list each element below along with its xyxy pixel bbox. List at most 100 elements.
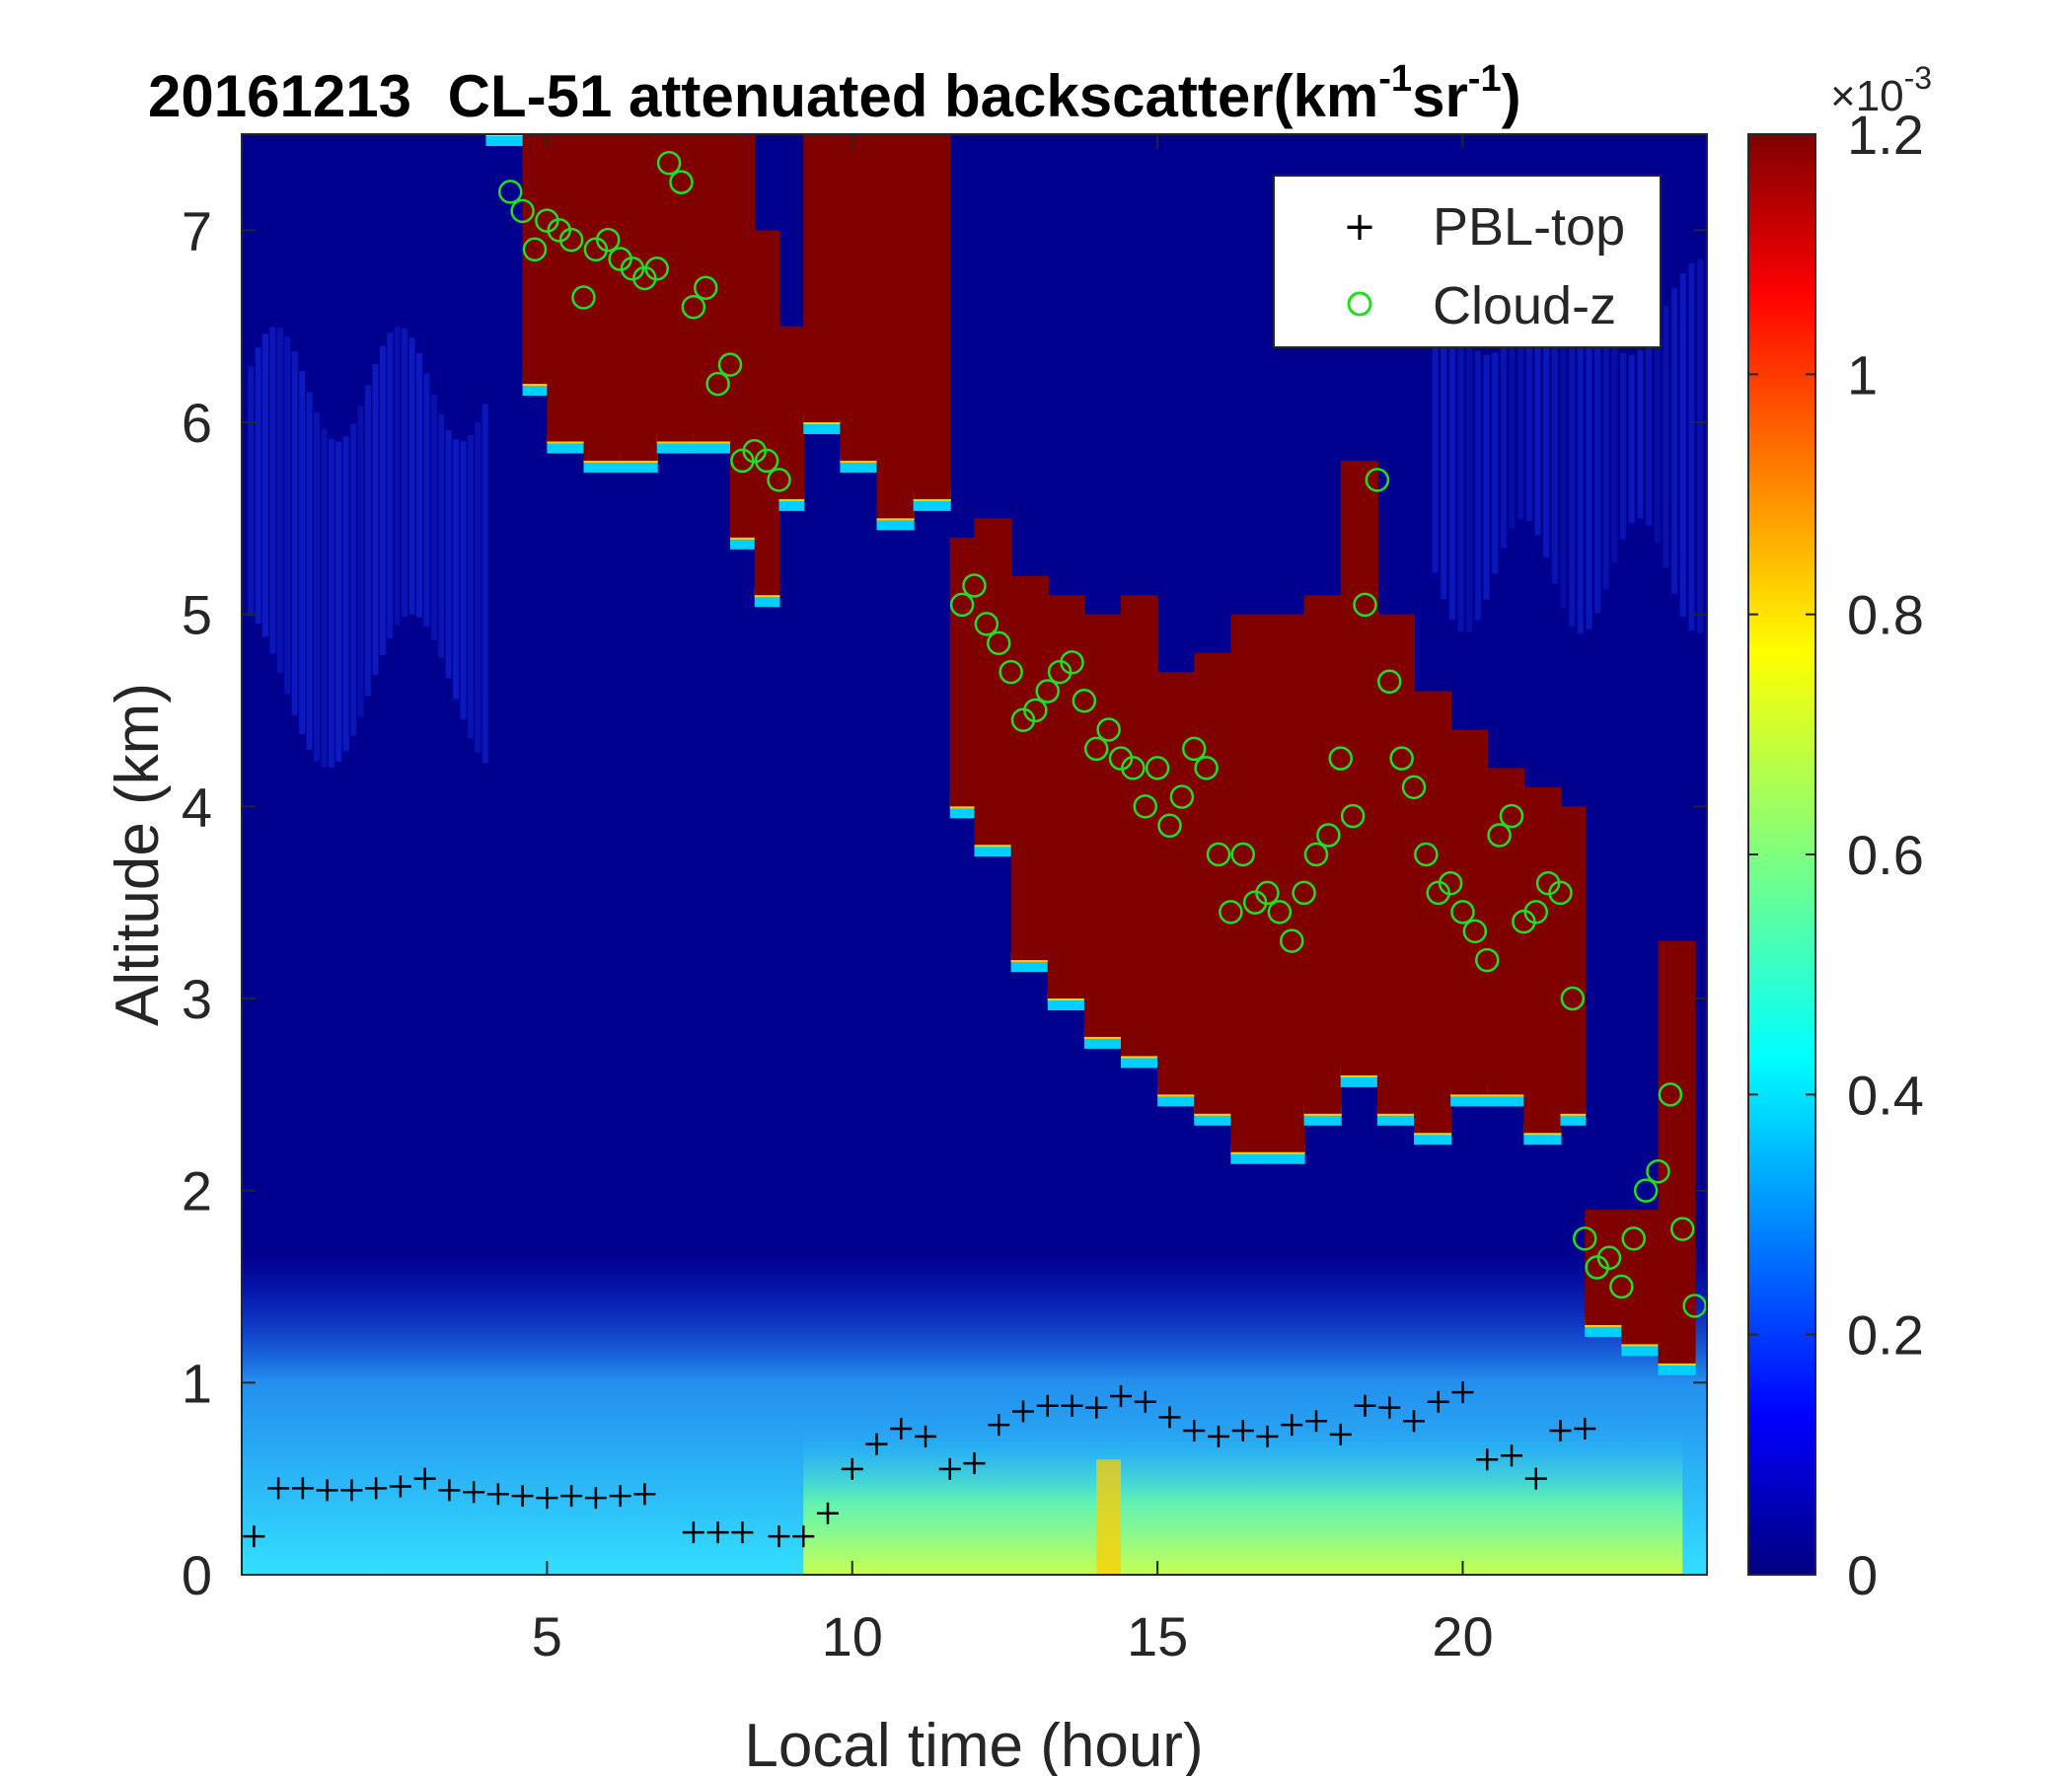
cloud-z-point	[498, 180, 523, 204]
cloud-base-edge	[1414, 1133, 1452, 1146]
pbl-top-point	[486, 1483, 509, 1506]
pbl-top-point	[340, 1479, 363, 1502]
cloud-z-point	[644, 257, 669, 281]
legend-cloud-label: Cloud-z	[1433, 276, 1616, 335]
noise-streak	[1671, 288, 1678, 594]
cloud-z-point	[1573, 1226, 1597, 1251]
cloud-z-point	[1035, 679, 1060, 703]
cloud-z-point	[510, 198, 535, 224]
pbl-top-point	[938, 1457, 961, 1480]
cloud-z-point	[1340, 803, 1366, 829]
noise-streak	[415, 353, 422, 619]
noise-streak	[1663, 306, 1669, 568]
pbl-top-point	[1036, 1394, 1059, 1417]
noise-streak	[1492, 352, 1499, 574]
cloud-z-point	[1377, 669, 1402, 695]
cloud-base-edge	[1303, 1113, 1342, 1126]
y-axis-label: Altitude (km)	[104, 683, 172, 1026]
cloud-z-point	[1145, 756, 1170, 780]
cloud-base-edge	[754, 595, 780, 608]
pbl-top-point	[1305, 1410, 1327, 1433]
pbl-top-point	[365, 1477, 388, 1500]
noise-streak	[1448, 307, 1455, 621]
cloud-z-point	[1621, 1226, 1646, 1251]
legend-pbl-marker: +	[1343, 204, 1376, 250]
noise-streak	[335, 441, 342, 763]
noise-streak	[1594, 314, 1601, 614]
cloud-z-point	[1133, 794, 1157, 819]
cloud-z-point	[1462, 919, 1488, 944]
cloud-z-point	[1682, 1294, 1707, 1318]
pbl-top-point	[841, 1457, 863, 1480]
x-tick-label: 15	[1127, 1605, 1188, 1667]
y-tick-label: 1	[182, 1352, 212, 1414]
colorbar-gradient	[1747, 133, 1816, 1576]
noise-streak	[1457, 325, 1464, 632]
cloud-base-edge	[1083, 1036, 1122, 1049]
pbl-top-point	[792, 1525, 815, 1548]
cloud-z-point	[1023, 698, 1048, 723]
pbl-top-point	[1524, 1467, 1547, 1490]
noise-streak	[321, 428, 328, 768]
cloud-column	[730, 134, 756, 538]
noise-streak	[328, 438, 334, 768]
pbl-top-point	[865, 1433, 888, 1455]
pbl-top-point	[963, 1452, 986, 1475]
pbl-top-point	[584, 1487, 607, 1510]
legend-cloud-marker	[1347, 291, 1372, 317]
cloud-base-edge	[913, 498, 951, 511]
cloud-base-edge	[1157, 1094, 1196, 1107]
pbl-top-point	[1574, 1418, 1596, 1441]
cloud-column	[583, 134, 622, 461]
cloud-column	[1658, 940, 1696, 1364]
colorbar-ticks: 0 0.2 0.4 0.6 0.8 1 1.2	[1748, 104, 1924, 1606]
cloud-base-edge	[1658, 1363, 1696, 1375]
cloud-z-point	[694, 275, 718, 300]
pbl-top-point	[243, 1525, 265, 1548]
cloud-z-point	[1194, 756, 1219, 780]
noise-streak	[1628, 354, 1635, 524]
cloud-z-point	[522, 237, 548, 262]
y-tick-label: 2	[182, 1160, 212, 1222]
cloud-base-edge	[876, 518, 915, 531]
cloud-base-edge	[656, 441, 695, 454]
cloud-z-point	[1633, 1178, 1659, 1203]
y-tick-label: 7	[182, 199, 212, 261]
cloud-z-point	[1169, 784, 1195, 809]
pbl-top-point	[682, 1521, 704, 1544]
cloud-column	[1121, 595, 1159, 1057]
cloud-base-edge	[803, 422, 842, 434]
cloud-base-edge	[522, 384, 549, 397]
pbl-top-point	[560, 1485, 583, 1508]
cloud-base-edge	[949, 806, 976, 819]
cloud-z-point	[962, 573, 987, 598]
cloud-z-point	[596, 227, 621, 253]
cloud-base-edge	[1047, 999, 1085, 1010]
cloud-column	[620, 134, 658, 461]
pbl-top-point	[1134, 1390, 1156, 1413]
cloud-z-point	[1658, 1082, 1683, 1107]
cloud-z-point	[754, 448, 779, 474]
noise-streak	[1611, 344, 1618, 563]
noise-streak	[1517, 312, 1524, 519]
cloud-z-point	[1475, 947, 1500, 973]
cloud-base-edge	[1194, 1113, 1232, 1126]
noise-streak	[379, 345, 386, 656]
cloud-z-point	[656, 150, 682, 176]
noise-streak	[1679, 272, 1686, 617]
cloud-base-edge	[547, 441, 585, 454]
pbl-top-point	[389, 1475, 411, 1498]
heatmap-plot-area	[242, 134, 1707, 1575]
cloud-column	[1450, 729, 1489, 1095]
noise-streak	[1483, 354, 1490, 600]
noise-streak	[1602, 331, 1609, 590]
pbl-top-point	[413, 1467, 436, 1490]
cloud-z-point	[999, 659, 1023, 685]
noise-streak	[291, 351, 298, 715]
noise-streak	[1500, 343, 1507, 549]
cloud-z-markers	[498, 150, 1707, 1318]
cloud-z-point	[669, 170, 694, 194]
noise-streak	[467, 435, 474, 739]
noise-streak	[394, 326, 401, 626]
